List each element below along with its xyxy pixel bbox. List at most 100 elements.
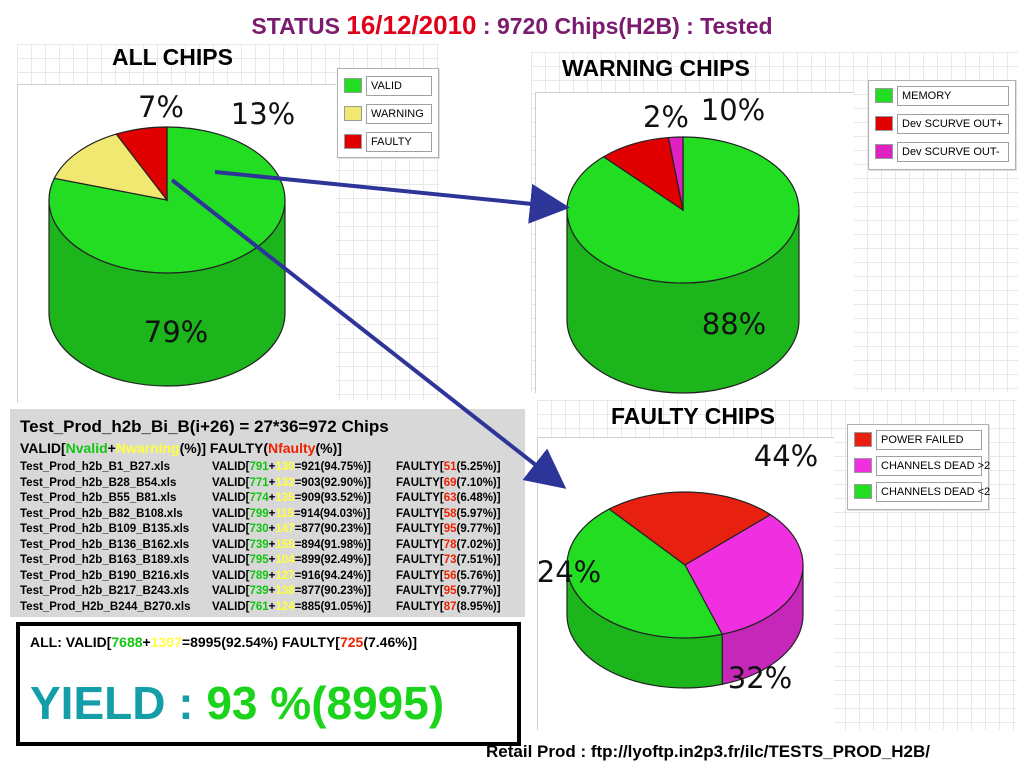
row-warning-count: 147: [275, 523, 295, 535]
row-file: Test_Prod_h2b_B55_B81.xls: [20, 492, 177, 504]
row-warning-count: 130: [275, 461, 295, 473]
row-plus: +: [268, 492, 276, 504]
row-total: =894(91.98%)]: [294, 538, 371, 551]
row-total: =877(90.23%)]: [294, 523, 371, 535]
row-valid-count: 739: [249, 585, 269, 597]
all-chips-legend: VALID WARNING FAULTY: [337, 68, 439, 158]
legend-swatch: [344, 78, 362, 93]
legend-label: VALID: [366, 76, 432, 96]
pie-value-label: 44%: [754, 439, 818, 473]
row-valid-prefix: VALID[: [212, 538, 250, 551]
row-valid-count: 771: [249, 476, 269, 489]
row-valid-prefix: VALID[: [212, 600, 250, 613]
subtitle-valid-suffix: (%)] FAULTY(: [179, 440, 268, 456]
pie-chart-0: 79% 13% 7%: [48, 90, 295, 387]
all-summary-line: ALL: VALID[7688+1307=8995(92.54%) FAULTY…: [30, 634, 417, 650]
page-title: STATUS 16/12/2010 : 9720 Chips(H2B) : Te…: [0, 10, 1024, 41]
row-faulty: FAULTY[58(5.97%)]: [396, 508, 501, 520]
row-file: Test_Prod_h2b_B190_B216.xls: [20, 569, 190, 582]
row-valid-prefix: VALID[: [212, 492, 250, 504]
row-warning-count: 127: [275, 569, 295, 582]
row-faulty: FAULTY[78(7.02%)]: [396, 539, 501, 551]
row-total: =877(90.23%)]: [294, 585, 371, 597]
row-faulty: FAULTY[95(9.77%)]: [396, 523, 501, 535]
row-faulty: FAULTY[73(7.51%)]: [396, 554, 501, 566]
pie-value-label: 79%: [144, 315, 208, 349]
legend-swatch: [875, 88, 893, 103]
subtitle-nfaulty: Nfaulty: [268, 440, 316, 456]
row-plus: +: [268, 538, 276, 551]
row-faulty-count: 95: [443, 585, 457, 597]
subtitle-plus: +: [107, 440, 116, 456]
all-warning: 1307: [150, 634, 182, 650]
row-total: =899(92.49%)]: [294, 554, 371, 566]
pie-slice-0: [48, 126, 286, 274]
legend-label: WARNING: [366, 104, 432, 124]
row-faulty-prefix: FAULTY[: [396, 461, 444, 473]
row-faulty-pct: (5.97%)]: [456, 507, 501, 520]
pie-slice-1: [684, 513, 804, 635]
row-faulty-prefix: FAULTY[: [396, 538, 444, 551]
legend-item: WARNING: [344, 104, 432, 124]
yield-value: 93 %(8995): [206, 677, 445, 729]
table-subtitle: VALID[Nvalid+Nwarning(%)] FAULTY(Nfaulty…: [20, 440, 342, 456]
row-valid-prefix: VALID[: [212, 476, 250, 489]
footer-link[interactable]: Retail Prod : ftp://lyoftp.in2p3.fr/ilc/…: [486, 742, 930, 761]
pie-value-label: 7%: [138, 90, 184, 124]
legend-swatch: [875, 144, 893, 159]
row-plus: +: [268, 523, 276, 535]
row-plus: +: [268, 600, 276, 613]
row-warning-count: 135: [275, 492, 295, 504]
subtitle-nwarning: Nwarning: [115, 440, 180, 456]
row-valid-count: 774: [249, 492, 269, 504]
all-total: =8995(92.54%) FAULTY[: [181, 634, 340, 650]
row-warning-count: 104: [275, 554, 295, 566]
row-valid-count: 739: [249, 538, 269, 551]
legend-label: Dev SCURVE OUT+: [897, 114, 1009, 134]
row-faulty-pct: (5.76%)]: [456, 569, 501, 582]
row-faulty-pct: (7.51%)]: [456, 554, 501, 566]
row-faulty-pct: (5.25%)]: [456, 461, 501, 473]
row-valid: VALID[789+127=916(94.24%)]: [212, 570, 371, 582]
pie-value-label: 10%: [701, 93, 765, 127]
row-faulty-count: 95: [443, 523, 457, 535]
pie-value-label: 24%: [537, 555, 601, 589]
row-faulty-count: 56: [443, 569, 457, 582]
row-plus: +: [268, 461, 276, 473]
legend-swatch: [854, 432, 872, 447]
row-faulty-prefix: FAULTY[: [396, 554, 444, 566]
row-warning-count: 132: [275, 476, 295, 489]
row-faulty-prefix: FAULTY[: [396, 507, 444, 520]
row-file: Test_Prod_h2b_B217_B243.xls: [20, 585, 190, 597]
arrow-to-warning: [214, 170, 570, 224]
row-faulty-prefix: FAULTY[: [396, 585, 444, 597]
row-file: Test_Prod_h2b_B109_B135.xls: [20, 523, 190, 535]
row-valid-count: 730: [249, 523, 269, 535]
row-valid-prefix: VALID[: [212, 554, 250, 566]
pie-slice-1: [53, 133, 169, 201]
row-faulty-pct: (9.77%)]: [456, 523, 501, 535]
row-faulty: FAULTY[87(8.95%)]: [396, 601, 501, 613]
row-faulty: FAULTY[51(5.25%)]: [396, 461, 501, 473]
row-plus: +: [268, 554, 276, 566]
row-total: =885(91.05%)]: [294, 600, 371, 613]
yield-summary: ALL: VALID[7688+1307=8995(92.54%) FAULTY…: [16, 622, 521, 746]
all-faulty: 725: [339, 634, 364, 650]
row-valid: VALID[795+104=899(92.49%)]: [212, 554, 371, 566]
row-faulty: FAULTY[69(7.10%)]: [396, 477, 501, 489]
legend-swatch: [875, 116, 893, 131]
legend-item: FAULTY: [344, 132, 432, 152]
legend-label: CHANNELS DEAD <2: [876, 482, 990, 502]
row-valid-prefix: VALID[: [212, 523, 250, 535]
row-valid: VALID[774+135=909(93.52%)]: [212, 492, 371, 504]
row-total: =914(94.03%)]: [293, 507, 371, 520]
row-valid-prefix: VALID[: [212, 461, 250, 473]
row-faulty-pct: (7.10%)]: [456, 476, 501, 489]
row-faulty-pct: (6.48%)]: [456, 492, 501, 504]
row-file: Test_Prod_H2b_B244_B270.xls: [20, 600, 191, 613]
row-faulty-pct: (8.95%)]: [456, 600, 501, 613]
row-valid-count: 791: [249, 461, 269, 473]
row-faulty-count: 69: [443, 476, 457, 489]
row-valid-prefix: VALID[: [212, 585, 250, 597]
row-valid: VALID[791+130=921(94.75%)]: [212, 461, 371, 473]
